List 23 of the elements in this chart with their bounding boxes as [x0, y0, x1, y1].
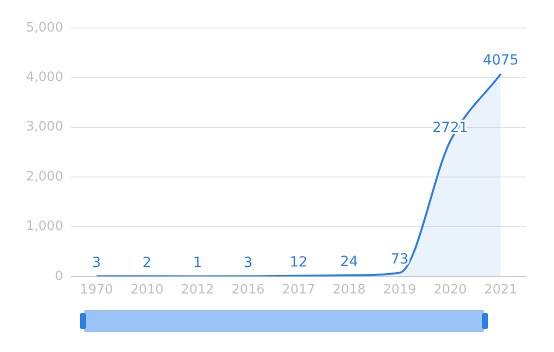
data-label: 12	[290, 254, 308, 270]
y-tick-label: 1,000	[26, 219, 64, 234]
x-tick-label: 2016	[232, 282, 265, 298]
x-tick-label: 2018	[332, 282, 366, 298]
data-label: 73	[390, 251, 409, 268]
x-tick-label: 2020	[434, 282, 467, 298]
y-tick-label: 3,000	[26, 120, 64, 135]
data-label: 24	[340, 254, 358, 270]
y-tick-label: 4,000	[26, 70, 64, 86]
y-tick-label: 5,000	[26, 20, 64, 36]
x-tick-label: 2017	[282, 282, 316, 298]
x-tick-label: 2021	[484, 282, 518, 298]
x-tick-label: 1970	[80, 282, 114, 298]
x-tick-label: 2019	[383, 282, 416, 298]
x-tick-label: 2010	[130, 282, 164, 298]
data-label: 1	[193, 254, 202, 271]
y-tick-label: 2,000	[26, 169, 64, 184]
data-label: 4075	[482, 52, 519, 69]
x-tick-label: 2012	[181, 282, 214, 298]
data-label: 3	[92, 254, 101, 271]
data-label: 3	[244, 254, 253, 271]
data-label: 2	[142, 254, 152, 271]
y-tick-label: 0	[54, 268, 64, 284]
